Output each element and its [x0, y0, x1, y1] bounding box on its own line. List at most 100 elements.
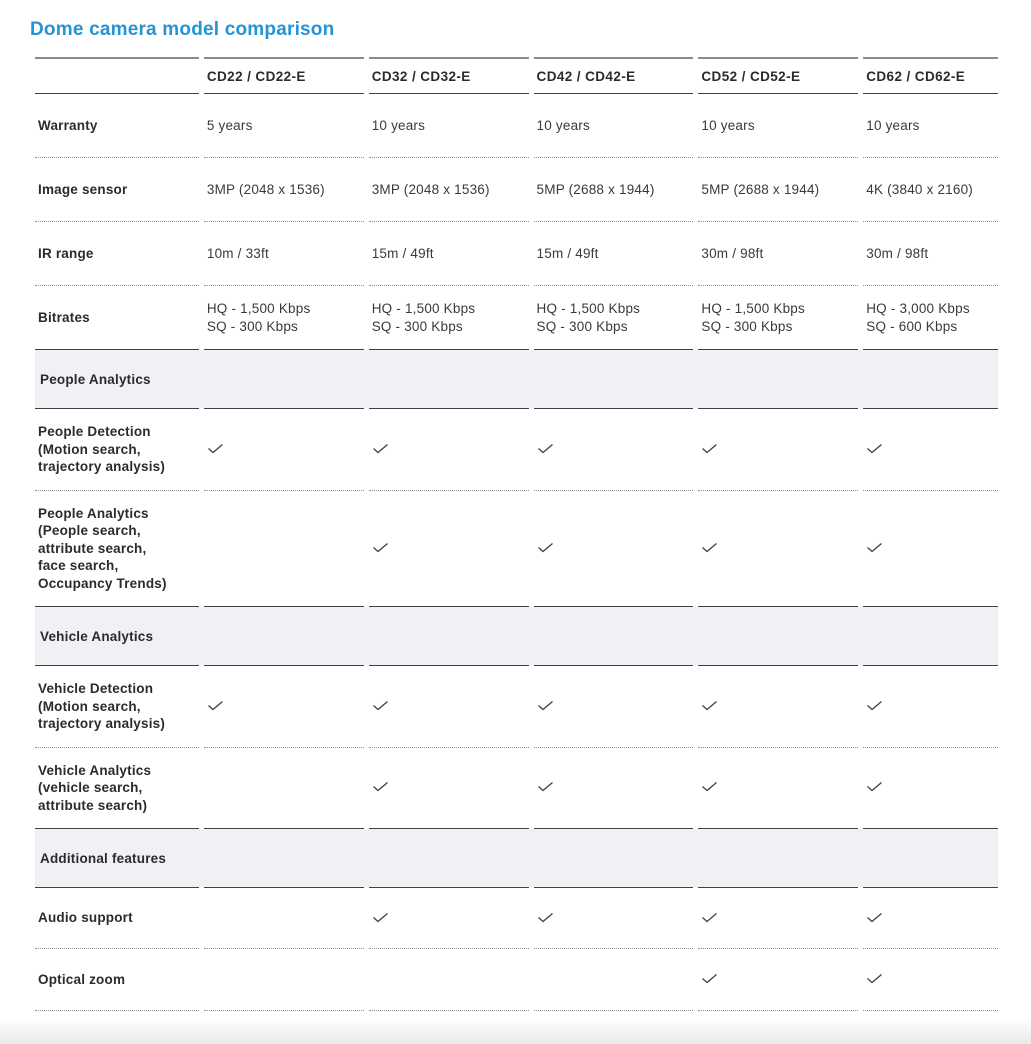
check-icon [701, 443, 718, 454]
table-row: IR range 10m / 33ft 15m / 49ft 15m / 49ft 30… [35, 222, 998, 286]
check-icon [866, 700, 883, 711]
check-cell [863, 408, 998, 491]
comparison-table: CD22 / CD22-E CD32 / CD32-E CD42 / CD42-E C… [30, 57, 1003, 1011]
value-cell: 10 years [863, 94, 998, 158]
check-cell [203, 949, 364, 1011]
check-icon [372, 912, 389, 923]
check-icon [866, 912, 883, 923]
check-cell [533, 949, 694, 1011]
column-header: CD42 / CD42-E [533, 57, 694, 94]
value-cell: HQ - 1,500 Kbps SQ - 300 Kbps [698, 286, 859, 350]
check-icon [701, 700, 718, 711]
check-cell [368, 491, 529, 607]
check-cell [698, 665, 859, 748]
check-icon [866, 443, 883, 454]
check-icon [207, 700, 224, 711]
value-cell: HQ - 3,000 Kbps SQ - 600 Kbps [863, 286, 998, 350]
check-icon [537, 443, 554, 454]
check-cell [863, 887, 998, 949]
row-label: Vehicle Detection (Motion search, trajec… [35, 665, 199, 748]
table-row: Image sensor 3MP (2048 x 1536) 3MP (2048 x… [35, 158, 998, 222]
check-icon [372, 781, 389, 792]
page: Dome camera model comparison CD22 / CD22… [30, 19, 1003, 1011]
check-icon [701, 542, 718, 553]
check-icon [537, 542, 554, 553]
value-cell: 30m / 98ft [863, 222, 998, 286]
value-cell: 10m / 33ft [203, 222, 364, 286]
check-cell [698, 491, 859, 607]
check-icon [866, 781, 883, 792]
value-cell: 15m / 49ft [533, 222, 694, 286]
check-cell [203, 887, 364, 949]
table-row: Vehicle Analytics (vehicle search, attri… [35, 748, 998, 829]
table-row: Vehicle Detection (Motion search, trajec… [35, 665, 998, 748]
check-cell [698, 408, 859, 491]
table-row: People Detection (Motion search, traject… [35, 408, 998, 491]
check-icon [866, 542, 883, 553]
section-header-label: Additional features [35, 829, 998, 887]
row-label: Optical zoom [35, 949, 199, 1011]
column-header: CD32 / CD32-E [368, 57, 529, 94]
value-cell: HQ - 1,500 Kbps SQ - 300 Kbps [203, 286, 364, 350]
column-header: CD22 / CD22-E [203, 57, 364, 94]
check-icon [701, 781, 718, 792]
value-cell: 3MP (2048 x 1536) [368, 158, 529, 222]
check-icon [372, 542, 389, 553]
page-title: Dome camera model comparison [30, 19, 335, 40]
section-header-row: Additional features [35, 829, 998, 887]
header-label-column [35, 57, 199, 94]
value-cell: 30m / 98ft [698, 222, 859, 286]
check-cell [533, 491, 694, 607]
row-label: People Analytics (People search, attribu… [35, 491, 199, 607]
check-icon [701, 912, 718, 923]
check-cell [533, 887, 694, 949]
check-icon [372, 700, 389, 711]
check-cell [368, 949, 529, 1011]
check-cell [368, 887, 529, 949]
row-label: Warranty [35, 94, 199, 158]
table-row: Bitrates HQ - 1,500 Kbps SQ - 300 Kbps HQ … [35, 286, 998, 350]
section-header-label: People Analytics [35, 350, 998, 408]
column-header: CD62 / CD62-E [863, 57, 998, 94]
table-row: People Analytics (People search, attribu… [35, 491, 998, 607]
check-cell [863, 491, 998, 607]
check-icon [372, 443, 389, 454]
check-cell [203, 665, 364, 748]
check-icon [537, 912, 554, 923]
value-cell: 5 years [203, 94, 364, 158]
table-row: Audio support [35, 887, 998, 949]
check-cell [533, 665, 694, 748]
value-cell: 5MP (2688 x 1944) [698, 158, 859, 222]
value-cell: 4K (3840 x 2160) [863, 158, 998, 222]
check-cell [863, 949, 998, 1011]
check-icon [701, 973, 718, 984]
value-cell: 10 years [698, 94, 859, 158]
check-cell [863, 665, 998, 748]
bottom-fade-divider [0, 1018, 1031, 1044]
check-icon [866, 973, 883, 984]
check-cell [863, 748, 998, 829]
column-header: CD52 / CD52-E [698, 57, 859, 94]
table-row: Warranty 5 years 10 years 10 years 10 years 1… [35, 94, 998, 158]
check-cell [368, 408, 529, 491]
section-header-label: Vehicle Analytics [35, 607, 998, 665]
check-cell [533, 408, 694, 491]
value-cell: 5MP (2688 x 1944) [533, 158, 694, 222]
value-cell: HQ - 1,500 Kbps SQ - 300 Kbps [368, 286, 529, 350]
check-cell [368, 665, 529, 748]
check-cell [368, 748, 529, 829]
check-cell [698, 949, 859, 1011]
check-icon [537, 700, 554, 711]
row-label: Bitrates [35, 286, 199, 350]
table-row: Optical zoom [35, 949, 998, 1011]
check-cell [533, 748, 694, 829]
check-cell [203, 491, 364, 607]
row-label: Audio support [35, 887, 199, 949]
value-cell: 10 years [368, 94, 529, 158]
section-header-row: People Analytics [35, 350, 998, 408]
row-label: Vehicle Analytics (vehicle search, attri… [35, 748, 199, 829]
value-cell: 10 years [533, 94, 694, 158]
check-cell [203, 748, 364, 829]
value-cell: 15m / 49ft [368, 222, 529, 286]
check-cell [698, 887, 859, 949]
